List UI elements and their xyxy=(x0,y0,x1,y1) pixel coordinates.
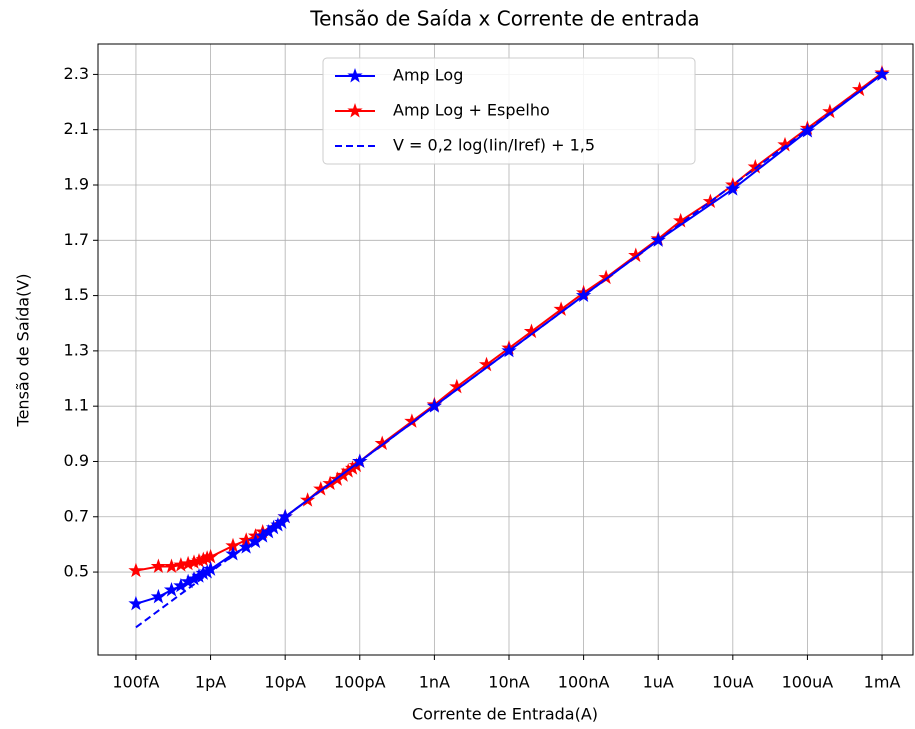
y-tick-label: 1.3 xyxy=(64,340,89,359)
legend-box xyxy=(322,57,696,165)
point-marker xyxy=(725,181,741,196)
x-tick-label: 100pA xyxy=(334,673,386,692)
point-marker xyxy=(163,581,180,597)
x-tick-label: 100uA xyxy=(782,673,834,692)
y-tick-label: 0.9 xyxy=(64,451,89,470)
y-tick-label: 1.9 xyxy=(64,175,89,194)
y-tick-label: 2.3 xyxy=(64,64,89,83)
y-tick-label: 2.1 xyxy=(64,119,89,138)
x-axis-label: Corrente de Entrada(A) xyxy=(412,705,598,724)
point-marker xyxy=(874,66,890,81)
y-tick-label: 1.1 xyxy=(64,396,89,415)
legend-marker xyxy=(347,67,363,83)
legend-label: Amp Log + Espelho xyxy=(393,101,550,120)
legend-label: Amp Log xyxy=(393,66,463,85)
point-marker xyxy=(673,212,689,228)
x-tick-label: 1uA xyxy=(643,673,674,692)
x-tick-label: 1nA xyxy=(419,673,450,692)
point-marker xyxy=(575,287,592,303)
point-marker xyxy=(202,548,219,564)
chart-title: Tensão de Saída x Corrente de entrada xyxy=(309,7,699,31)
x-tick-label: 10nA xyxy=(488,673,530,692)
point-marker xyxy=(163,558,180,574)
x-tick-label: 100fA xyxy=(112,673,159,692)
y-tick-label: 0.5 xyxy=(64,562,89,581)
x-tick-label: 1mA xyxy=(864,673,901,692)
point-marker xyxy=(128,595,144,611)
point-marker xyxy=(426,398,443,413)
x-tick-label: 1pA xyxy=(195,673,226,692)
plot-frame xyxy=(97,43,914,656)
series-line xyxy=(135,73,883,629)
x-tick-label: 10uA xyxy=(712,673,754,692)
point-marker xyxy=(150,588,167,604)
x-tick-label: 10pA xyxy=(264,673,306,692)
point-marker xyxy=(799,123,816,138)
x-tick-label: 100nA xyxy=(558,673,610,692)
point-marker xyxy=(277,508,293,524)
y-tick-label: 1.7 xyxy=(64,230,89,249)
y-tick-label: 1.5 xyxy=(64,285,89,304)
point-marker xyxy=(128,562,144,578)
y-axis-label: Tensão de Saída(V) xyxy=(14,274,33,428)
legend-label: V = 0,2 log(Iin/Iref) + 1,5 xyxy=(393,136,595,155)
legend-marker xyxy=(347,102,363,118)
point-marker xyxy=(150,558,167,574)
y-tick-label: 0.7 xyxy=(64,506,89,525)
